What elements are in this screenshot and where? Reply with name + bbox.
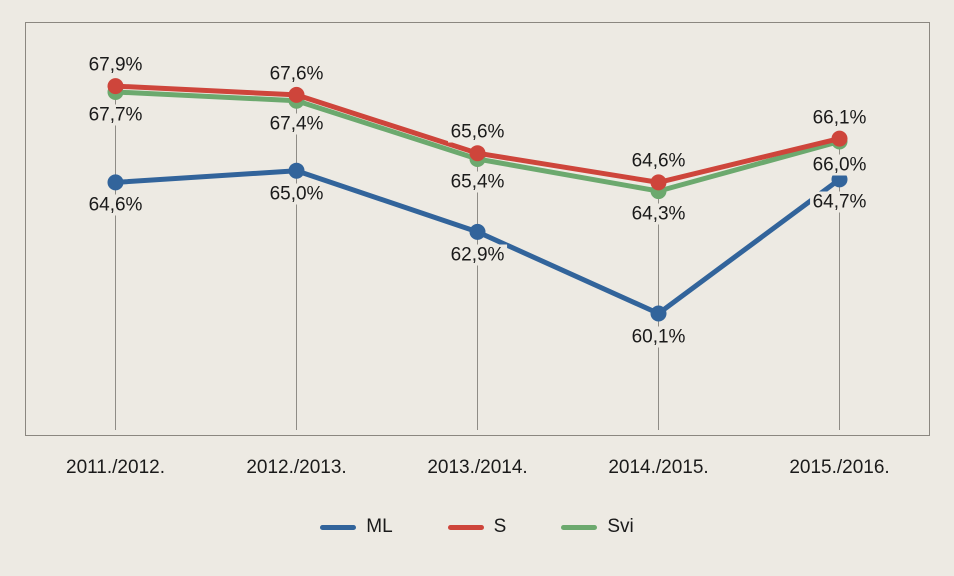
data-label-s: 65,6% [447,121,508,143]
data-label-ml: 64,6% [85,194,146,216]
data-label-svi: 66,0% [809,154,870,176]
x-tick-label: 2013./2014. [427,457,528,478]
legend-swatch-s [447,524,484,530]
data-label-s: 67,9% [85,54,146,76]
legend-label: Svi [607,516,634,537]
x-tick-label: 2014./2015. [608,457,709,478]
data-point-s [650,174,667,191]
data-label-ml: 62,9% [447,244,508,266]
data-label-ml: 65,0% [266,183,327,205]
data-point-s [288,86,305,103]
data-point-ml [288,162,305,179]
legend-swatch-svi [561,524,598,530]
data-label-svi: 64,3% [628,203,689,225]
legend-item-svi: Svi [561,516,634,538]
legend: ML S Svi [0,516,954,538]
plot-area-border [25,22,930,436]
data-label-svi: 67,4% [266,113,327,135]
data-point-s [831,130,848,147]
data-point-s [107,78,124,95]
legend-item-s: S [447,516,507,538]
data-label-ml: 64,7% [809,191,870,213]
legend-label: ML [366,516,393,537]
data-label-s: 66,1% [809,107,870,129]
data-label-ml: 60,1% [628,326,689,348]
legend-swatch-ml [320,524,357,530]
data-label-svi: 65,4% [447,171,508,193]
data-point-s [469,145,486,162]
legend-label: S [493,516,507,537]
data-point-ml [469,223,486,240]
x-tick-label: 2011./2012. [66,457,165,478]
data-point-ml [650,305,667,322]
data-label-s: 64,6% [628,150,689,172]
data-label-svi: 67,7% [85,104,146,126]
x-tick-label: 2015./2016. [789,457,890,478]
data-point-ml [107,174,124,191]
legend-item-ml: ML [320,516,393,538]
data-label-s: 67,6% [266,63,327,85]
x-tick-label: 2012./2013. [246,457,347,478]
